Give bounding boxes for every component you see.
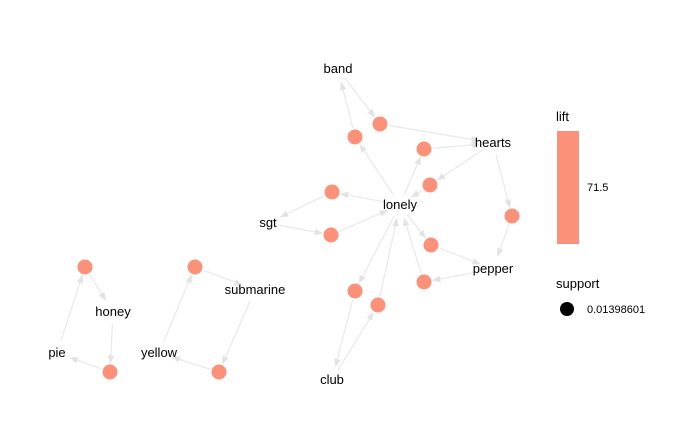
edge-rule-to-submarine bbox=[203, 269, 243, 286]
rule-node-hearts-lonely bbox=[422, 177, 438, 193]
edge-band-to-rule bbox=[344, 78, 376, 118]
edge-submarine-to-rule bbox=[222, 300, 251, 365]
item-label-band: band bbox=[324, 61, 353, 76]
edge-rule-to-lonely bbox=[339, 210, 388, 232]
rule-node-sgt-lonely bbox=[323, 227, 339, 243]
edge-rule-to-lonely bbox=[403, 217, 422, 274]
edge-pepper-to-rule bbox=[432, 270, 482, 283]
rule-node-pie-honey bbox=[77, 259, 93, 275]
edge-club-to-rule bbox=[337, 311, 374, 371]
edge-rule-to-sgt bbox=[279, 195, 325, 218]
rule-nodes bbox=[77, 116, 520, 380]
item-label-hearts: hearts bbox=[475, 135, 512, 150]
edge-rule-to-hearts bbox=[388, 124, 481, 143]
lift-color-bar bbox=[557, 131, 579, 244]
support-legend-value: 0.01398601 bbox=[587, 304, 645, 316]
rule-node-band-hearts bbox=[372, 116, 388, 132]
edges bbox=[60, 78, 512, 371]
rule-node-yellow-submarine bbox=[187, 259, 203, 275]
edge-rule-to-club bbox=[334, 299, 354, 368]
item-label-lonely: lonely bbox=[383, 197, 417, 212]
lift-legend-title: lift bbox=[556, 109, 569, 124]
edge-honey-to-rule bbox=[107, 323, 115, 364]
edge-hearts-to-rule bbox=[495, 154, 512, 209]
item-label-sgt: sgt bbox=[259, 215, 277, 230]
rule-node-hearts-pepper bbox=[504, 208, 520, 224]
edge-rule-to-yellow bbox=[171, 356, 211, 370]
rule-node-club-lonely bbox=[370, 297, 386, 313]
edge-rule-to-band bbox=[339, 81, 354, 129]
item-label-submarine: submarine bbox=[225, 282, 286, 297]
item-label-yellow: yellow bbox=[141, 345, 178, 360]
edge-rule-to-pepper bbox=[439, 247, 481, 265]
edge-sgt-to-rule bbox=[279, 224, 323, 236]
item-labels: band hearts lonely sgt pepper club honey pie sub… bbox=[48, 61, 514, 387]
rule-node-lonely-pepper bbox=[423, 237, 439, 253]
item-label-club: club bbox=[320, 372, 344, 387]
edge-lonely-to-rule bbox=[340, 191, 389, 204]
edge-rule-to-lonely bbox=[410, 189, 423, 198]
edge-rule-to-lonely bbox=[379, 217, 399, 297]
legend: lift 71.5 support 0.01398601 bbox=[556, 109, 645, 316]
edge-rule-to-hearts bbox=[432, 141, 480, 149]
lift-legend-value: 71.5 bbox=[587, 182, 608, 194]
item-label-pie: pie bbox=[48, 345, 65, 360]
item-label-honey: honey bbox=[95, 304, 131, 319]
rule-node-lonely-hearts bbox=[416, 141, 432, 157]
edge-lonely-to-rule bbox=[358, 215, 395, 284]
rule-node-pepper-lonely bbox=[416, 274, 432, 290]
rule-node-lonely-band bbox=[347, 129, 363, 145]
rule-node-lonely-sgt bbox=[324, 184, 340, 200]
edge-lonely-to-rule bbox=[404, 156, 422, 195]
edge-rule-to-pie bbox=[69, 357, 102, 370]
edge-lonely-to-rule bbox=[359, 143, 394, 196]
edge-pie-to-rule bbox=[60, 274, 84, 342]
edge-lonely-to-rule bbox=[406, 214, 427, 239]
edge-hearts-to-rule bbox=[436, 149, 484, 181]
rule-node-submarine-yellow bbox=[211, 364, 227, 380]
support-legend-title: support bbox=[556, 276, 600, 291]
support-legend-dot bbox=[560, 302, 574, 316]
rule-node-lonely-club bbox=[347, 283, 363, 299]
item-label-pepper: pepper bbox=[473, 261, 514, 276]
rule-node-honey-pie bbox=[102, 364, 118, 380]
edge-yellow-to-rule bbox=[163, 274, 193, 343]
edge-rule-to-honey bbox=[89, 274, 107, 301]
edge-rule-to-pepper bbox=[497, 224, 510, 257]
